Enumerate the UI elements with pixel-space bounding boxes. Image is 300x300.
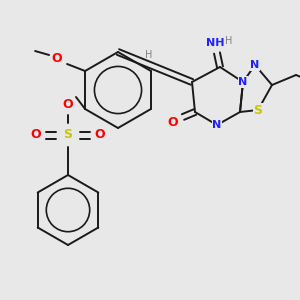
Text: O: O (168, 116, 178, 128)
Text: NH: NH (206, 38, 224, 48)
Text: O: O (52, 52, 62, 65)
Text: S: S (64, 128, 73, 142)
Text: S: S (254, 103, 262, 116)
Text: O: O (63, 98, 73, 112)
Text: H: H (225, 36, 233, 46)
Text: O: O (31, 128, 41, 142)
Text: N: N (250, 60, 260, 70)
Text: N: N (238, 77, 247, 87)
Text: O: O (95, 128, 105, 142)
Text: H: H (146, 50, 153, 60)
Text: N: N (212, 120, 222, 130)
